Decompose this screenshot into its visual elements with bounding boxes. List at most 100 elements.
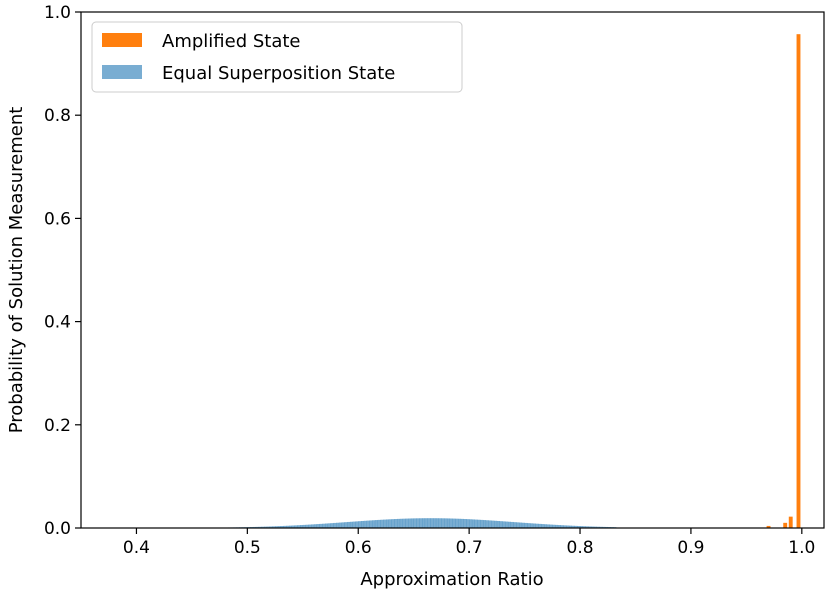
equal-superposition-bar — [341, 522, 345, 528]
equal-superposition-bar — [463, 519, 467, 528]
equal-superposition-bar — [352, 521, 356, 528]
equal-superposition-bar — [261, 526, 265, 528]
equal-superposition-bar — [516, 522, 520, 528]
equal-superposition-bar — [324, 523, 329, 528]
legend-frame — [91, 21, 463, 93]
equal-superposition-bar — [566, 525, 570, 528]
y-tick-label: 0.0 — [44, 519, 71, 539]
equal-superposition-bar — [449, 518, 453, 528]
equal-superposition-bar — [546, 524, 550, 528]
equal-superposition-bar — [430, 518, 434, 528]
equal-superposition-bar — [502, 521, 506, 528]
equal-superposition-bar — [377, 519, 381, 528]
equal-superposition-bar — [322, 523, 326, 528]
equal-superposition-bar — [560, 525, 564, 528]
equal-superposition-bar — [530, 523, 534, 528]
equal-superposition-bar — [366, 520, 370, 528]
legend-label-equal-superposition-state: Equal Superposition State — [162, 63, 395, 84]
equal-superposition-bar — [363, 520, 367, 528]
equal-superposition-bar — [532, 523, 536, 528]
equal-superposition-bar — [469, 519, 473, 528]
equal-superposition-bar — [361, 520, 365, 528]
amplified-state-bar — [766, 525, 771, 528]
equal-superposition-bar — [380, 519, 384, 528]
y-tick-label: 0.6 — [44, 209, 71, 229]
equal-superposition-bar — [557, 525, 561, 528]
equal-superposition-bar — [388, 519, 392, 528]
equal-superposition-bar — [311, 524, 315, 528]
equal-superposition-bar — [291, 525, 295, 528]
equal-superposition-bar — [316, 524, 320, 528]
equal-superposition-bar — [333, 522, 337, 528]
legend-swatch-amplified-state — [102, 33, 142, 47]
equal-superposition-bar — [374, 520, 378, 528]
equal-superposition-bar — [427, 518, 431, 528]
equal-superposition-bar — [277, 526, 281, 528]
equal-superposition-bar — [294, 525, 298, 528]
y-axis-ticks: 0.0 0.2 0.4 0.6 0.8 1.0 — [44, 3, 81, 539]
x-tick-label: 0.7 — [456, 538, 483, 558]
equal-superposition-bar — [571, 525, 575, 528]
equal-superposition-bar — [355, 521, 359, 528]
equal-superposition-bar — [305, 524, 309, 528]
equal-superposition-bar — [327, 523, 331, 528]
equal-superposition-bar — [419, 518, 423, 528]
equal-superposition-bar — [319, 523, 323, 528]
plot-frame — [80, 11, 825, 529]
equal-superposition-bar — [510, 521, 514, 528]
equal-superposition-bar — [347, 521, 351, 528]
equal-superposition-bar — [485, 520, 489, 528]
y-axis-title: Probability of Solution Measurement — [6, 107, 27, 434]
equal-superposition-bar — [574, 525, 578, 528]
legend: Amplified State Equal Superposition Stat… — [91, 21, 463, 93]
equal-superposition-bar — [308, 524, 312, 528]
equal-superposition-bar — [302, 524, 306, 528]
equal-superposition-bar — [480, 519, 484, 528]
equal-superposition-bar — [568, 525, 573, 528]
equal-superposition-bar — [297, 525, 301, 528]
legend-label-amplified-state: Amplified State — [162, 31, 300, 52]
x-axis-title: Approximation Ratio — [360, 569, 543, 590]
equal-superposition-bar — [543, 524, 548, 528]
equal-superposition-bar — [588, 526, 592, 528]
amplified-state-bar — [796, 34, 801, 529]
equal-superposition-bar — [496, 520, 500, 528]
equal-superposition-bar — [286, 525, 290, 528]
equal-superposition-bar — [272, 526, 276, 528]
equal-superposition-bar — [555, 524, 559, 528]
equal-superposition-bar — [372, 520, 376, 528]
equal-superposition-bar — [488, 520, 492, 528]
equal-superposition-bar — [593, 526, 597, 528]
equal-superposition-bar — [288, 525, 293, 528]
equal-superposition-bar — [507, 521, 512, 528]
equal-superposition-bar — [424, 518, 428, 528]
y-tick-label: 0.4 — [44, 313, 71, 333]
equal-superposition-bar — [410, 518, 414, 528]
equal-superposition-bar — [269, 526, 273, 528]
equal-superposition-bar — [338, 522, 342, 528]
equal-superposition-bar — [519, 522, 523, 528]
x-tick-label: 0.9 — [677, 538, 704, 558]
equal-superposition-bar — [405, 518, 409, 528]
equal-superposition-bar — [369, 520, 373, 528]
equal-superposition-bar — [477, 519, 481, 528]
equal-superposition-bar — [585, 526, 589, 528]
x-axis-ticks: 0.4 0.5 0.6 0.7 0.8 0.9 1.0 — [123, 528, 815, 558]
equal-superposition-bar — [444, 518, 448, 528]
equal-superposition-bar — [413, 518, 417, 528]
amplified-state-bar — [788, 516, 793, 528]
x-tick-label: 1.0 — [788, 538, 815, 558]
equal-superposition-bar — [300, 525, 304, 528]
y-tick-label: 1.0 — [44, 3, 71, 23]
equal-superposition-bar — [402, 518, 406, 528]
equal-superposition-bar — [505, 521, 509, 528]
equal-superposition-bar — [596, 526, 600, 528]
equal-superposition-bar — [435, 518, 439, 528]
equal-superposition-bar — [499, 521, 503, 528]
equal-superposition-bar — [433, 518, 437, 528]
y-tick-label: 0.2 — [44, 416, 71, 436]
equal-superposition-bar — [358, 521, 362, 528]
equal-superposition-bar — [513, 522, 517, 528]
x-tick-label: 0.8 — [567, 538, 594, 558]
